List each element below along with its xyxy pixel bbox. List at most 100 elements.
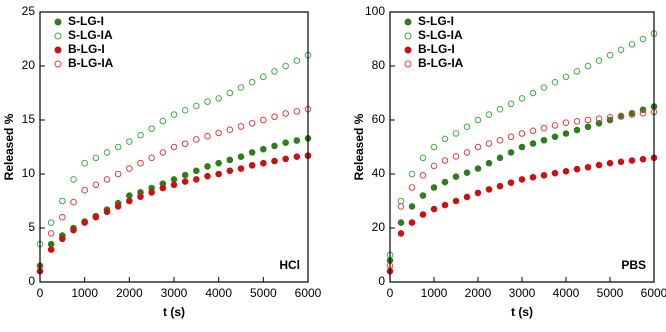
legend-label: S-LG-I [68, 14, 104, 28]
y-tick-label: 100 [365, 4, 385, 18]
data-point [562, 73, 570, 81]
data-point [248, 78, 256, 86]
y-tick-label: 5 [28, 220, 35, 234]
y-tick-label: 80 [372, 58, 386, 72]
data-point [584, 163, 592, 171]
data-point [81, 186, 88, 194]
x-tick-label: 5000 [250, 286, 277, 300]
data-point [293, 57, 301, 64]
legend-label: B-LG-I [418, 42, 455, 56]
data-point [260, 145, 267, 153]
data-point [474, 143, 482, 151]
data-point [204, 98, 211, 105]
data-point [181, 171, 189, 179]
data-point [70, 176, 77, 183]
data-point [617, 46, 625, 54]
x-tick-label: 0 [387, 286, 394, 300]
data-point [551, 133, 559, 141]
legend-label: B-LG-I [68, 42, 105, 56]
data-point [463, 149, 471, 156]
x-tick-label: 6000 [295, 286, 322, 300]
data-point [260, 116, 267, 124]
data-point [595, 115, 603, 122]
annotation: HCl [279, 258, 300, 272]
data-point [584, 123, 592, 131]
data-point [215, 95, 222, 102]
y-axis-label: Released % [2, 113, 16, 180]
data-point [463, 123, 471, 131]
data-point [408, 219, 416, 226]
y-tick-label: 10 [22, 166, 36, 180]
data-point [81, 159, 88, 167]
data-point [159, 184, 167, 192]
x-tick-label: 2000 [116, 286, 143, 300]
data-point [639, 155, 647, 163]
data-point [137, 131, 144, 139]
data-point [419, 172, 427, 179]
data-point [181, 140, 189, 148]
legend-marker [54, 46, 62, 54]
data-point [237, 84, 245, 91]
data-point [126, 138, 133, 145]
y-tick-label: 0 [28, 274, 35, 288]
data-point [148, 189, 155, 196]
data-point [540, 136, 548, 144]
data-point [47, 246, 55, 253]
data-point [248, 149, 256, 156]
annotation: PBS [621, 258, 646, 272]
data-point [92, 181, 100, 189]
data-point [70, 198, 77, 206]
x-tick-label: 3000 [161, 286, 188, 300]
data-point [103, 176, 111, 183]
data-point [474, 189, 482, 197]
data-point [595, 57, 603, 64]
data-point [114, 143, 122, 151]
data-point [271, 142, 278, 150]
x-tick-label: 1000 [71, 286, 98, 300]
data-point [529, 89, 537, 97]
data-point [573, 118, 581, 125]
data-point [573, 68, 581, 75]
data-point [485, 159, 493, 167]
data-point [419, 211, 427, 218]
data-point [452, 130, 460, 137]
data-point [126, 165, 133, 172]
data-point [617, 112, 625, 120]
data-point [430, 205, 438, 213]
data-point [248, 119, 256, 127]
data-point [529, 140, 537, 147]
x-tick-label: 6000 [641, 286, 666, 300]
data-point [408, 170, 416, 178]
data-point [237, 165, 245, 172]
data-point [463, 193, 471, 201]
y-tick-label: 25 [22, 4, 36, 18]
y-tick-label: 0 [378, 274, 385, 288]
data-point [452, 153, 460, 160]
data-point [518, 176, 526, 183]
legend-label: B-LG-IA [68, 56, 114, 70]
data-point [551, 122, 559, 129]
data-point [463, 169, 471, 176]
data-point [170, 176, 178, 183]
data-point [617, 158, 625, 166]
data-point [452, 173, 460, 180]
data-point [215, 129, 222, 137]
data-point [551, 78, 559, 86]
data-point [137, 159, 144, 167]
data-point [114, 170, 122, 178]
data-point [260, 159, 267, 167]
data-point [282, 139, 289, 146]
data-point [148, 154, 155, 162]
data-point [507, 149, 515, 156]
data-point [59, 213, 66, 221]
x-tick-label: 3000 [509, 286, 536, 300]
data-point [204, 172, 211, 180]
data-point [507, 179, 515, 186]
data-point [248, 162, 256, 169]
data-point [540, 172, 548, 179]
legend-label: S-LG-IA [68, 28, 113, 42]
y-axis-label: Released % [352, 113, 366, 180]
x-tick-label: 5000 [597, 286, 624, 300]
x-tick-label: 4000 [553, 286, 580, 300]
data-point [59, 235, 66, 243]
